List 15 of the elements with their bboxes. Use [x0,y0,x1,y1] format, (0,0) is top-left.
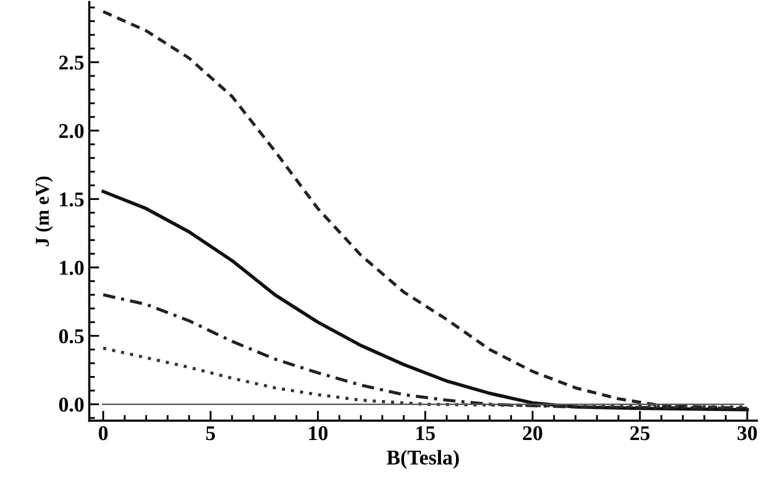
y-axis-title: J (m eV) [35,176,53,246]
x-tick-label: 5 [206,426,216,440]
x-tick-label: 30 [738,426,757,440]
x-tick-label: 10 [309,426,328,440]
x-tick-label: 25 [630,426,650,440]
x-axis-title: B(Tesla) [386,450,459,469]
y-tick-label: 2.0 [59,124,84,138]
y-tick-label: 0.5 [59,329,84,344]
x-tick-label: 0 [98,426,108,440]
y-tick-label: 1.5 [60,192,84,207]
y-tick-label: 2.5 [59,56,84,70]
y-tick-label: 1.0 [60,260,84,275]
x-tick-label: 15 [416,426,435,440]
y-tick-label: 0.0 [59,398,84,412]
x-tick-label: 20 [523,426,542,440]
